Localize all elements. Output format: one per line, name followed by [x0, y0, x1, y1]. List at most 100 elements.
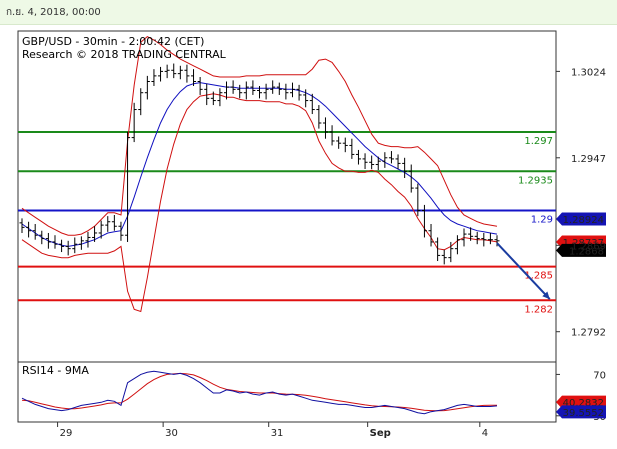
price-bar-2 [32, 223, 38, 240]
price-bar-45 [316, 105, 322, 129]
price-bar-13 [105, 216, 111, 232]
y-tick-label-1: 1.2947 [571, 154, 606, 165]
price-tag-0-box [556, 212, 606, 226]
price-bar-65 [448, 241, 454, 263]
price-bar-12 [98, 220, 104, 239]
y-tick-label-0: 1.3024 [571, 67, 606, 78]
price-bar-46 [322, 117, 328, 139]
price-tag-0: 1.28924 [556, 212, 606, 226]
price-tag-2: 1.2868 [556, 243, 606, 257]
price-bar-37 [263, 83, 269, 100]
price-bar-72 [494, 235, 500, 247]
price-bar-55 [382, 152, 388, 168]
price-bar-62 [428, 223, 434, 247]
price-bar-56 [388, 151, 394, 164]
price-bar-16 [125, 131, 131, 242]
price-bar-21 [158, 66, 164, 82]
price-bar-54 [375, 156, 381, 171]
price-bar-38 [270, 80, 276, 94]
date-header: ก.ย. 4, 2018, 00:00 [0, 0, 617, 25]
level-label-1: 1.2935 [518, 175, 553, 186]
price-bar-22 [164, 64, 170, 79]
price-bar-7 [65, 240, 71, 256]
price-bar-60 [415, 183, 421, 217]
level-label-4: 1.282 [524, 304, 553, 315]
price-bar-14 [111, 215, 117, 231]
price-bar-18 [138, 88, 144, 116]
price-bar-19 [144, 75, 150, 100]
price-bar-63 [435, 237, 441, 262]
y-tick-label-3: 1.2792 [571, 328, 606, 339]
price-bar-0 [19, 218, 25, 233]
price-bar-32 [230, 80, 236, 94]
price-bar-28 [204, 83, 210, 106]
price-bar-9 [78, 236, 84, 250]
price-bar-29 [210, 91, 216, 106]
price-bar-5 [52, 235, 58, 249]
price-bar-17 [131, 102, 137, 143]
price-bar-4 [45, 232, 51, 249]
projection-arrow-shaft [496, 242, 551, 300]
bollinger-upper-line [21, 36, 498, 236]
bollinger-lower-line [21, 93, 498, 313]
price-bar-48 [336, 136, 342, 149]
projection-arrow-head [542, 291, 550, 300]
rsi-ma-tag: 40.2832 [556, 395, 606, 409]
price-bar-39 [276, 82, 282, 95]
rsi-plot-frame [17, 361, 557, 423]
price-bar-8 [72, 237, 78, 254]
x-tick-label-2: 31 [271, 428, 284, 439]
price-bar-36 [257, 85, 262, 99]
price-bar-35 [250, 80, 256, 95]
rsi-ma-tag-box [556, 395, 606, 409]
price-bar-41 [289, 82, 295, 98]
rsi-ma-line [21, 372, 497, 412]
price-tag-2-box [556, 243, 606, 257]
price-tag-2-text: 1.2868 [569, 246, 604, 257]
price-bar-64 [441, 249, 447, 265]
price-bar-26 [191, 69, 197, 86]
rsi-line [21, 370, 498, 415]
level-label-0: 1.297 [524, 136, 553, 147]
rsi-value-tag-text: 39.5552 [563, 408, 604, 419]
price-bar-59 [408, 164, 414, 193]
price-bar-31 [224, 81, 230, 100]
rsi-y-tick-label-0: 70 [593, 370, 606, 381]
price-bar-66 [454, 235, 460, 255]
x-tick-label-1: 30 [165, 428, 178, 439]
price-bar-61 [421, 204, 427, 238]
main-plot-frame [17, 30, 557, 363]
rsi-ma-tag-text: 40.2832 [563, 398, 604, 409]
x-tick-label-4: 4 [482, 428, 488, 439]
price-bar-33 [237, 84, 243, 99]
price-bar-67 [461, 228, 467, 247]
price-bar-30 [217, 88, 223, 107]
price-bar-11 [92, 226, 98, 242]
rsi-value-tag: 39.5552 [556, 405, 606, 419]
price-bar-58 [402, 157, 408, 178]
price-bar-44 [309, 93, 315, 115]
price-bar-71 [487, 232, 493, 245]
price-tag-1-text: 1.28737 [563, 238, 604, 249]
x-tick-label-3: Sep [370, 428, 391, 439]
level-label-2: 1.29 [531, 215, 553, 226]
price-bar-42 [296, 84, 302, 101]
rsi-label: RSI14 - 9MA [22, 364, 89, 377]
price-bar-57 [395, 154, 401, 170]
price-bar-69 [474, 231, 480, 245]
price-bar-47 [329, 125, 335, 146]
rsi-value-tag-box [556, 405, 606, 419]
price-bar-24 [177, 65, 183, 80]
x-tick-label-0: 29 [60, 428, 73, 439]
price-bar-52 [362, 153, 368, 170]
price-tag-0-text: 1.28924 [563, 215, 604, 226]
price-bar-50 [349, 138, 355, 159]
price-bar-15 [118, 221, 124, 241]
price-bar-6 [59, 239, 65, 253]
price-bar-51 [355, 149, 361, 165]
price-bar-3 [39, 230, 45, 245]
price-bar-1 [26, 221, 32, 238]
chart-subtitle: Research © 2018 TRADING CENTRAL [22, 48, 227, 61]
price-bar-40 [283, 83, 289, 100]
